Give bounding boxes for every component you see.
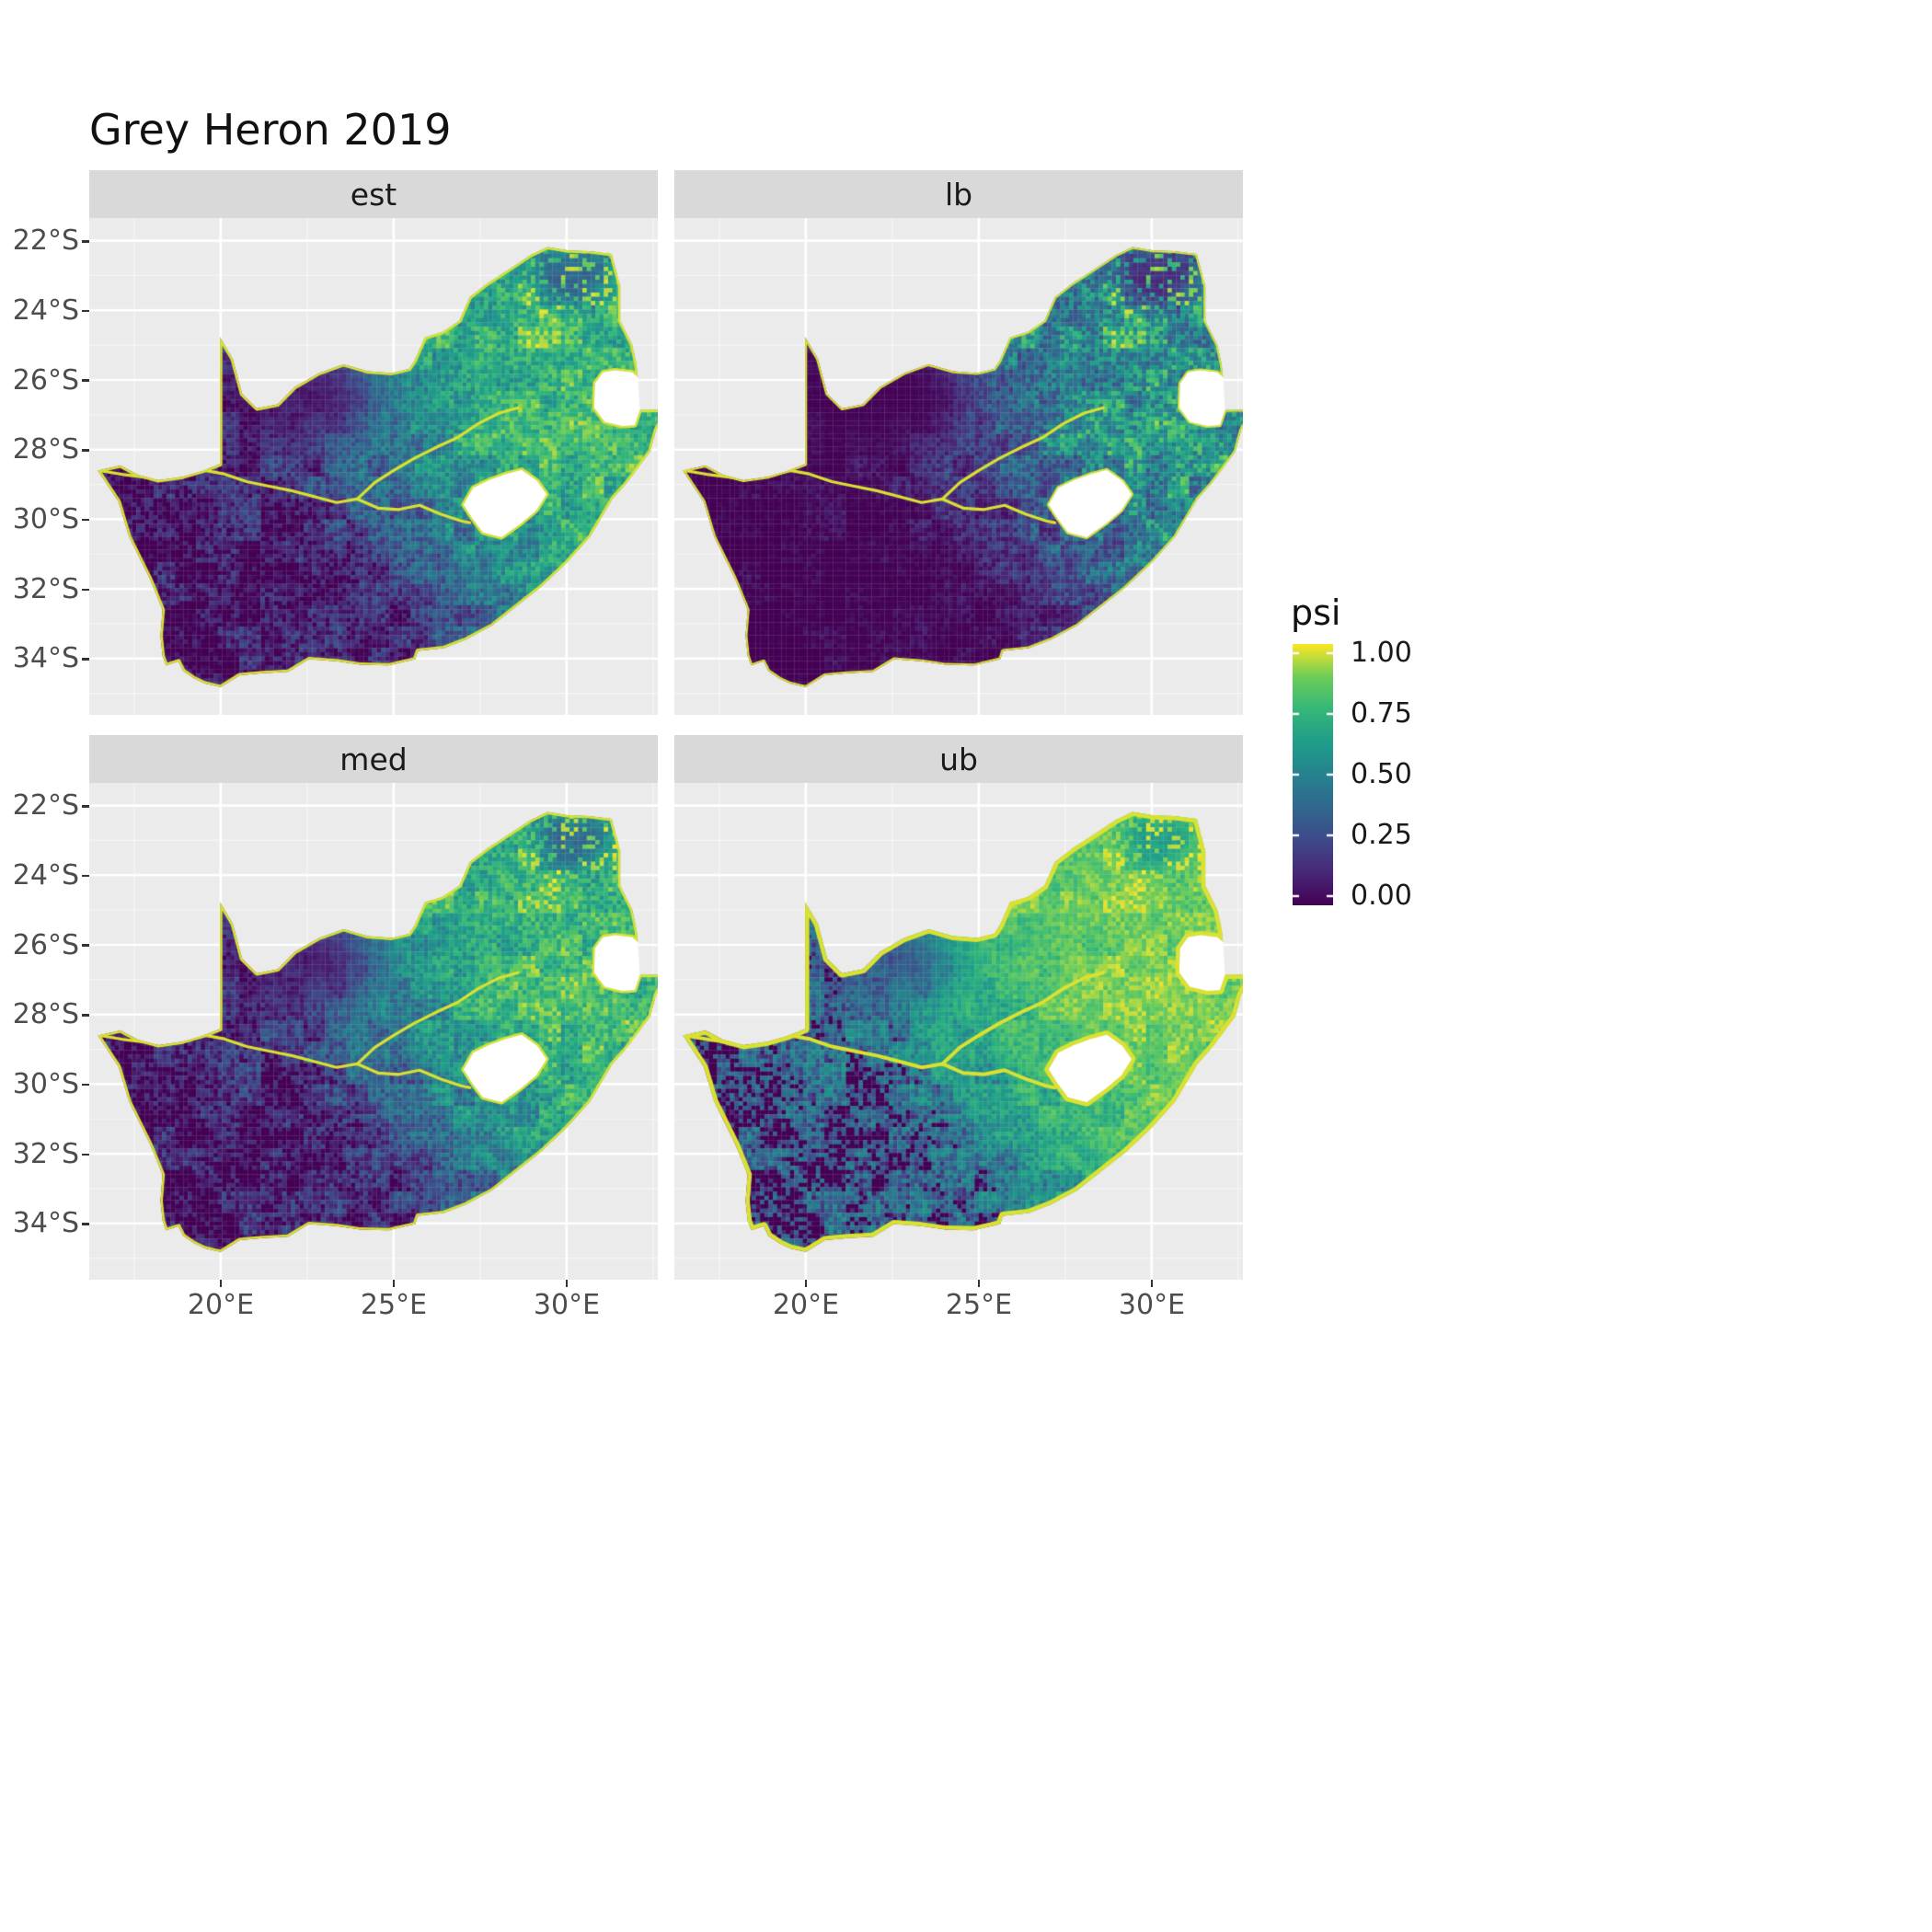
y-tick-mark [82,658,89,661]
x-tick-mark [392,1280,396,1287]
y-tick-mark [82,309,89,313]
facet-label-est: est [350,176,397,213]
plot-title: Grey Heron 2019 [89,105,452,155]
y-tick-mark [82,379,89,382]
x-tick-mark [219,1280,223,1287]
y-tick-mark [82,1083,89,1087]
legend-title: psi [1291,592,1341,633]
y-tick-label: 30°S [12,503,79,535]
y-tick-label: 34°S [12,642,79,675]
y-tick-label: 34°S [12,1207,79,1240]
panel-med [89,783,658,1280]
legend-colorbar [1293,644,1333,905]
panel-ub [674,783,1243,1280]
x-tick-mark [977,1280,981,1287]
legend-tick-label: 0.00 [1351,880,1412,912]
panel-lb [674,218,1243,715]
y-tick-mark [82,518,89,522]
x-tick-label: 30°E [533,1289,601,1321]
map-canvas-med [89,783,658,1280]
map-canvas-est [89,218,658,715]
y-tick-mark [82,1223,89,1225]
y-tick-label: 32°S [12,1137,79,1170]
facet-label-lb: lb [944,176,973,213]
y-tick-mark [82,240,89,243]
legend-tick-label: 0.75 [1351,697,1412,730]
facet-strip-lb: lb [674,170,1243,218]
y-tick-label: 28°S [12,998,79,1031]
x-tick-label: 20°E [187,1289,255,1321]
y-tick-mark [82,588,89,591]
legend-tick-label: 0.50 [1351,758,1412,790]
y-tick-label: 28°S [12,433,79,466]
x-tick-label: 25°E [360,1289,428,1321]
y-tick-label: 22°S [12,224,79,258]
x-tick-label: 30°E [1118,1289,1186,1321]
x-tick-mark [804,1280,808,1287]
y-tick-mark [82,449,89,452]
facet-label-med: med [339,741,408,777]
facet-label-ub: ub [939,741,978,777]
y-tick-label: 24°S [12,858,79,891]
legend-tick-label: 1.00 [1351,637,1412,669]
facet-strip-ub: ub [674,735,1243,783]
y-tick-label: 24°S [12,293,79,327]
facet-strip-med: med [89,735,658,783]
y-tick-label: 32°S [12,572,79,605]
x-tick-mark [1150,1280,1154,1287]
y-tick-label: 22°S [12,789,79,822]
map-canvas-ub [674,783,1243,1280]
y-tick-mark [82,944,89,947]
y-tick-label: 30°S [12,1068,79,1100]
panel-est [89,218,658,715]
y-tick-mark [82,1014,89,1017]
facet-strip-est: est [89,170,658,218]
x-tick-mark [565,1280,569,1287]
y-tick-label: 26°S [12,363,79,397]
y-tick-mark [82,1153,89,1156]
y-tick-mark [82,805,89,808]
map-canvas-lb [674,218,1243,715]
legend-tick-label: 0.25 [1351,819,1412,851]
y-tick-mark [82,874,89,878]
x-tick-label: 25°E [945,1289,1013,1321]
y-tick-label: 26°S [12,928,79,961]
x-tick-label: 20°E [772,1289,840,1321]
